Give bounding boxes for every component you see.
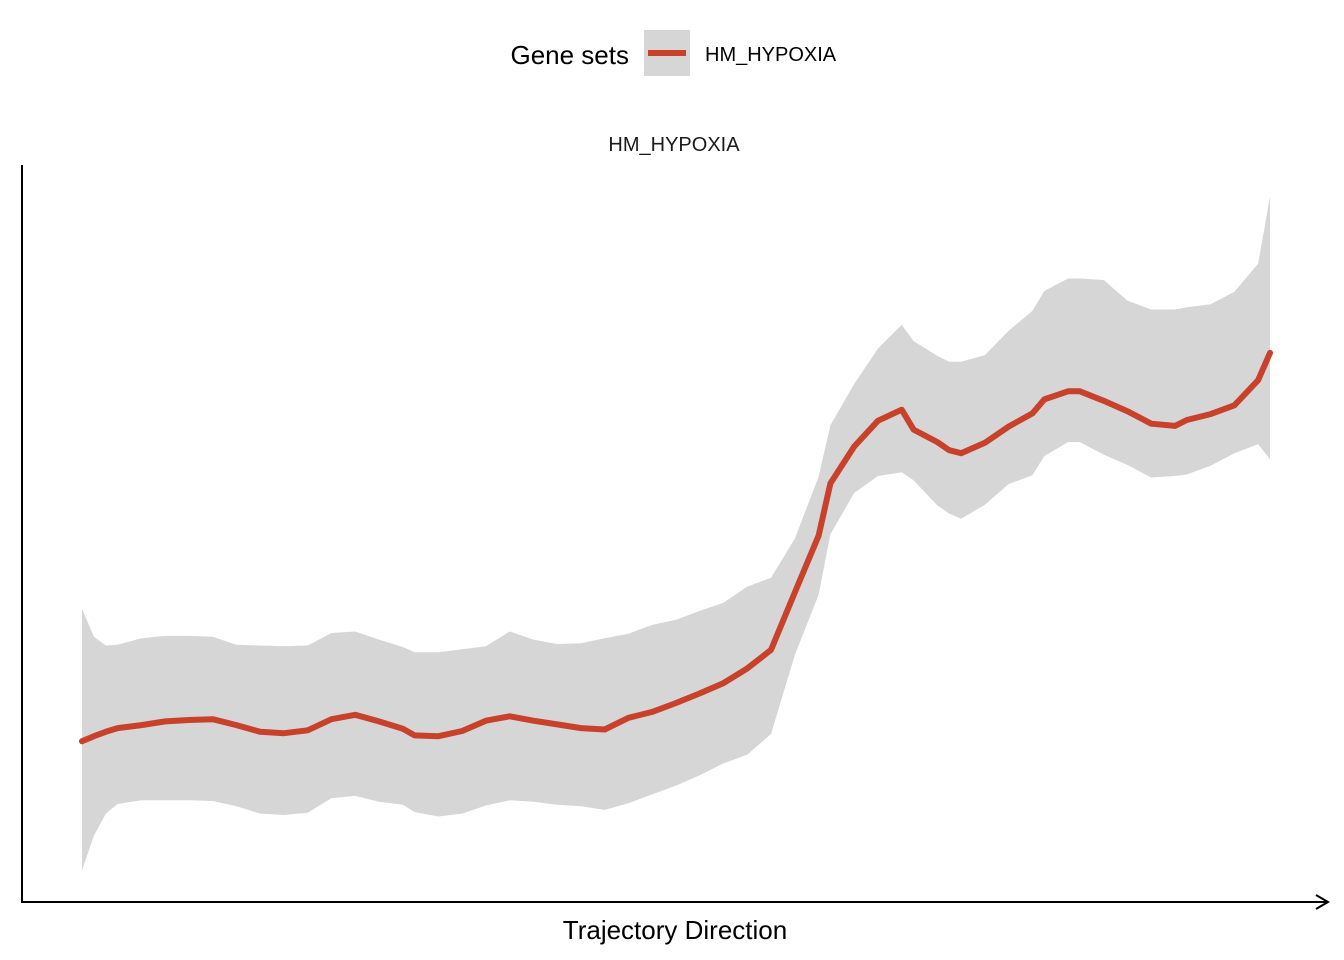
plot-area [79, 196, 1273, 871]
axes [21, 165, 1330, 910]
legend-entry-label: HM_HYPOXIA [705, 44, 837, 66]
facet-title: HM_HYPOXIA [608, 134, 740, 156]
legend: Gene sets HM_HYPOXIA [510, 30, 837, 76]
confidence-ribbon [82, 196, 1270, 871]
x-axis-title: Trajectory Direction [563, 915, 787, 945]
legend-title: Gene sets [510, 40, 629, 70]
trend-line [79, 349, 1273, 745]
x-axis-arrow-icon [1315, 894, 1330, 910]
